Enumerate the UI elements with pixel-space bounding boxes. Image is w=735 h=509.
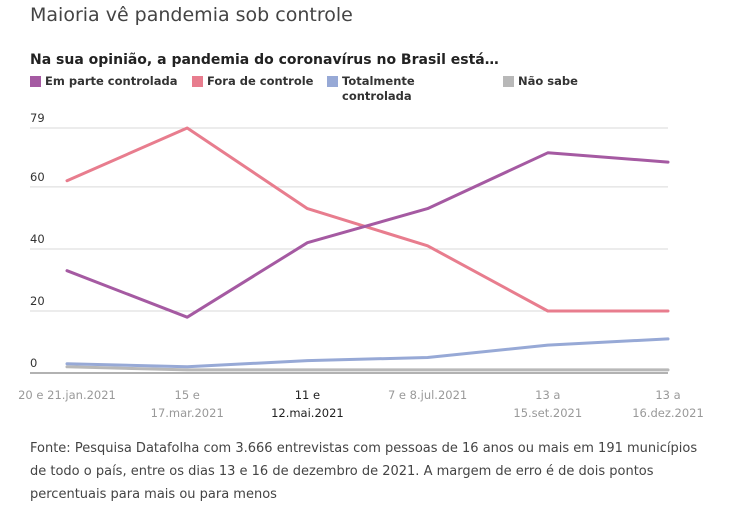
x-tick-label-0: 20 e 21.jan.2021 [18, 388, 116, 402]
x-tick-label-line: 16.dez.2021 [632, 406, 704, 420]
series-line-n-o-sabe [65, 365, 670, 372]
y-tick-label-40: 40 [30, 232, 45, 246]
y-tick-label-20: 20 [30, 294, 45, 308]
series-line-em-parte-controlada [65, 151, 670, 319]
legend-item-totalmente-controlada: Totalmente controlada [327, 74, 427, 104]
legend-swatch-fora-de-controle [192, 76, 203, 87]
x-tick-label-line: 15 e [175, 388, 200, 402]
x-tick-label-4: 13 a 15.set.2021 [513, 388, 582, 420]
x-tick-label-line: 13 a [535, 388, 560, 402]
legend-item-nao-sabe: Não sabe [503, 74, 578, 89]
x-tick-label-1: 15 e 17.mar.2021 [151, 388, 224, 420]
chart-title: Na sua opinião, a pandemia do coronavíru… [30, 52, 499, 68]
y-tick-label-0: 0 [30, 356, 37, 370]
legend-swatch-em-parte-controlada [30, 76, 41, 87]
y-tick-label-79: 79 [30, 111, 45, 125]
x-tick-label-line: 7 e 8.jul.2021 [388, 388, 467, 402]
legend-swatch-nao-sabe [503, 76, 514, 87]
x-tick-label-line: 20 e 21.jan.2021 [18, 388, 116, 402]
x-tick-label-5: 13 a 16.dez.2021 [632, 388, 704, 420]
legend-label-totalmente-controlada: Totalmente controlada [342, 74, 415, 103]
x-tick-label-line: 13 a [655, 388, 680, 402]
legend-label-fora-de-controle: Fora de controle [207, 74, 314, 88]
legend-label-em-parte-controlada: Em parte controlada [45, 74, 178, 88]
x-tick-label-line: 12.mai.2021 [271, 406, 344, 420]
line-chart: 79 60 40 20 0 20 e 21.jan.2021 15 e 17.mar.2021… [18, 111, 704, 420]
legend-label-nao-sabe: Não sabe [518, 74, 578, 88]
series-line-totalmente-controlada [65, 337, 670, 369]
legend-item-em-parte-controlada: Em parte controlada [30, 74, 177, 89]
y-tick-label-60: 60 [30, 170, 45, 184]
legend-swatch-totalmente-controlada [327, 76, 338, 87]
x-tick-label-3: 7 e 8.jul.2021 [388, 388, 467, 402]
legend-item-fora-de-controle: Fora de controle [192, 74, 313, 89]
source-note: Fonte: Pesquisa Datafolha com 3.666 entr… [30, 441, 698, 502]
x-tick-label-line: 15.set.2021 [513, 406, 582, 420]
x-tick-label-line: 17.mar.2021 [151, 406, 224, 420]
headline: Maioria vê pandemia sob controle [30, 4, 353, 26]
x-tick-label-line: 11 e [295, 388, 320, 402]
x-tick-label-2: 11 e 12.mai.2021 [271, 388, 344, 420]
